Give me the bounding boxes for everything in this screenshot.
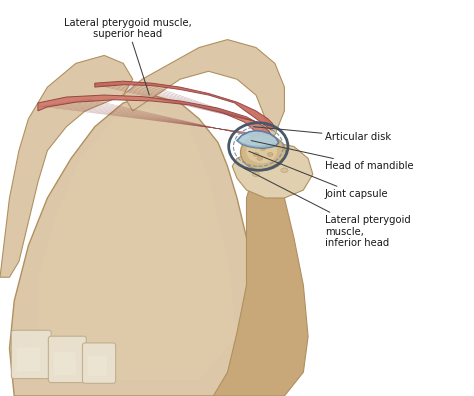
Text: Articular disk: Articular disk xyxy=(254,127,391,142)
FancyBboxPatch shape xyxy=(82,343,116,383)
Polygon shape xyxy=(38,107,237,380)
Polygon shape xyxy=(123,40,284,150)
Ellipse shape xyxy=(252,172,259,177)
Polygon shape xyxy=(237,131,279,148)
Polygon shape xyxy=(237,141,276,148)
FancyBboxPatch shape xyxy=(54,352,76,375)
Ellipse shape xyxy=(253,152,259,156)
Text: Lateral pterygoid
muscle,
inferior head: Lateral pterygoid muscle, inferior head xyxy=(244,168,410,248)
Ellipse shape xyxy=(257,156,263,160)
Text: Joint capsule: Joint capsule xyxy=(249,151,388,199)
Ellipse shape xyxy=(266,164,273,169)
Polygon shape xyxy=(9,95,275,396)
Ellipse shape xyxy=(267,152,273,156)
Ellipse shape xyxy=(260,147,266,150)
Ellipse shape xyxy=(241,135,285,170)
Ellipse shape xyxy=(276,148,283,153)
Polygon shape xyxy=(95,81,274,130)
Polygon shape xyxy=(0,55,133,277)
FancyBboxPatch shape xyxy=(48,336,86,383)
FancyBboxPatch shape xyxy=(88,356,107,376)
Text: Head of mandible: Head of mandible xyxy=(251,141,413,171)
Polygon shape xyxy=(232,143,313,198)
Polygon shape xyxy=(213,147,308,396)
FancyBboxPatch shape xyxy=(17,347,40,371)
Polygon shape xyxy=(38,95,271,139)
Ellipse shape xyxy=(246,139,277,163)
FancyBboxPatch shape xyxy=(11,330,51,379)
Ellipse shape xyxy=(262,156,269,161)
Text: Lateral pterygoid muscle,
superior head: Lateral pterygoid muscle, superior head xyxy=(64,18,192,95)
Ellipse shape xyxy=(281,168,288,173)
